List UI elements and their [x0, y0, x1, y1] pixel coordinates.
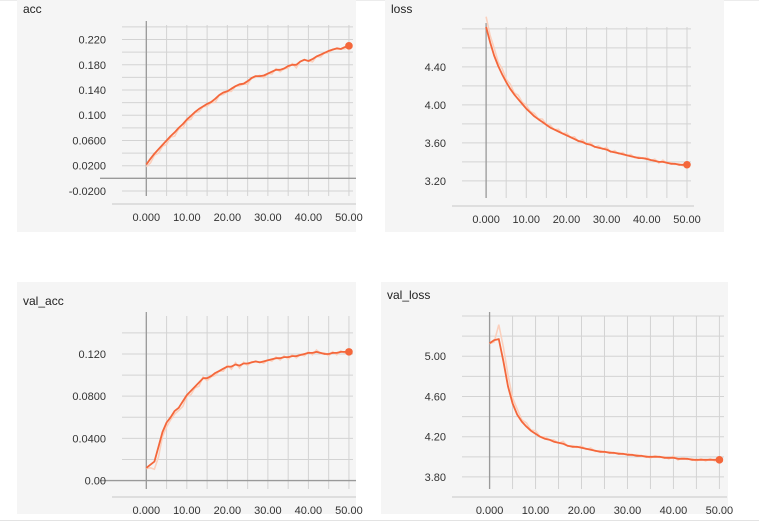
- chart-svg: -0.0200 0.0200 0.0600 0.100 0.140 0.180 0.220 0…: [69, 21, 363, 224]
- y-tick-label: 3.80: [425, 472, 446, 484]
- x-tick-label: 30.00: [614, 505, 642, 517]
- plot-area: 3.20 3.60 4.00 4.40 0.000 10.00 20.00 30.00 40.0…: [425, 16, 701, 226]
- y-tick-label: 4.00: [425, 100, 446, 112]
- chart-svg: 0.00 0.0400 0.0800 0.120 0.000 10.00 20.00 30.0…: [72, 312, 363, 517]
- x-tick-label: 10.00: [513, 214, 541, 226]
- chart-panel-acc: acc -0.0200 0.0200 0.0600 0.100 0.140 0.180 0.…: [17, 0, 363, 232]
- y-tick-label: 4.20: [425, 432, 446, 444]
- x-tick-label: 40.00: [660, 505, 688, 517]
- y-tick-label: 0.180: [78, 60, 106, 72]
- series-end-marker: [683, 160, 691, 169]
- x-tick-label: 50.00: [673, 214, 701, 226]
- bottom-rule: [0, 520, 759, 521]
- top-rule: [0, 0, 759, 1]
- chart-panel-val-acc: val_acc 0.00 0.0400 0.0800 0.120 0.000 10.00 2…: [17, 282, 363, 517]
- chart-title: val_loss: [387, 288, 431, 302]
- series-line: [489, 338, 720, 461]
- y-tick-label: 0.0600: [72, 135, 106, 147]
- y-tick-label: 0.00: [85, 476, 106, 488]
- plot-area: 3.80 4.20 4.60 5.00 0.000 10.00 20.00 30.00 40.0…: [425, 312, 734, 517]
- y-tick-label: 5.00: [425, 351, 446, 363]
- x-tick-label: 0.000: [133, 505, 161, 517]
- chart-panel-loss: loss 3.20 3.60 4.00 4.40 0.000 10.00 20.00 30.0…: [385, 0, 724, 232]
- chart-svg: 3.20 3.60 4.00 4.40 0.000 10.00 20.00 30.00 40.0…: [425, 16, 701, 226]
- x-tick-label: 10.00: [173, 505, 201, 517]
- y-tick-label: 0.0800: [72, 391, 106, 403]
- chart-title: acc: [23, 2, 42, 16]
- plot-area: -0.0200 0.0200 0.0600 0.100 0.140 0.180 0.220 0…: [69, 21, 363, 224]
- y-tick-label: 3.20: [425, 176, 446, 188]
- y-tick-label: 4.40: [425, 62, 446, 74]
- chart-title: val_acc: [23, 294, 64, 308]
- y-tick-label: 0.100: [78, 110, 106, 122]
- x-tick-label: 20.00: [214, 505, 242, 517]
- chart-title: loss: [391, 2, 413, 16]
- y-tick-label: -0.0200: [69, 186, 106, 198]
- x-tick-label: 20.00: [553, 214, 581, 226]
- y-tick-label: 0.0200: [72, 161, 106, 173]
- x-tick-label: 0.000: [133, 212, 161, 224]
- series-line: [485, 26, 687, 166]
- x-tick-label: 40.00: [295, 212, 323, 224]
- x-tick-label: 10.00: [522, 505, 550, 517]
- x-tick-label: 40.00: [295, 505, 323, 517]
- x-tick-label: 30.00: [254, 505, 282, 517]
- x-tick-label: 20.00: [568, 505, 596, 517]
- chart-svg: 3.80 4.20 4.60 5.00 0.000 10.00 20.00 30.00 40.0…: [425, 312, 733, 517]
- x-tick-label: 30.00: [254, 212, 282, 224]
- x-tick-label: 30.00: [593, 214, 621, 226]
- y-tick-label: 4.60: [425, 391, 446, 403]
- series-line: [145, 351, 349, 469]
- x-tick-label: 50.00: [706, 505, 734, 517]
- y-tick-label: 0.0400: [72, 433, 106, 445]
- series-end-marker: [345, 42, 353, 50]
- series-end-marker: [715, 456, 724, 464]
- x-tick-label: 0.000: [472, 214, 500, 226]
- x-tick-label: 10.00: [173, 212, 201, 224]
- x-tick-label: 40.00: [633, 214, 661, 226]
- x-tick-label: 50.00: [335, 505, 363, 517]
- series-line: [145, 44, 350, 166]
- x-tick-label: 0.000: [476, 505, 504, 517]
- x-tick-label: 20.00: [214, 212, 242, 224]
- series-end-marker: [345, 348, 353, 356]
- y-tick-label: 0.140: [78, 85, 106, 97]
- plot-area: 0.00 0.0400 0.0800 0.120 0.000 10.00 20.00 30.0…: [72, 312, 363, 517]
- x-tick-label: 50.00: [335, 212, 363, 224]
- y-tick-label: 0.220: [78, 35, 106, 47]
- y-tick-label: 0.120: [78, 349, 106, 361]
- y-tick-label: 3.60: [425, 138, 446, 150]
- chart-panel-val-loss: val_loss 3.80 4.20 4.60 5.00 0.000 10.00 20.00…: [381, 282, 733, 517]
